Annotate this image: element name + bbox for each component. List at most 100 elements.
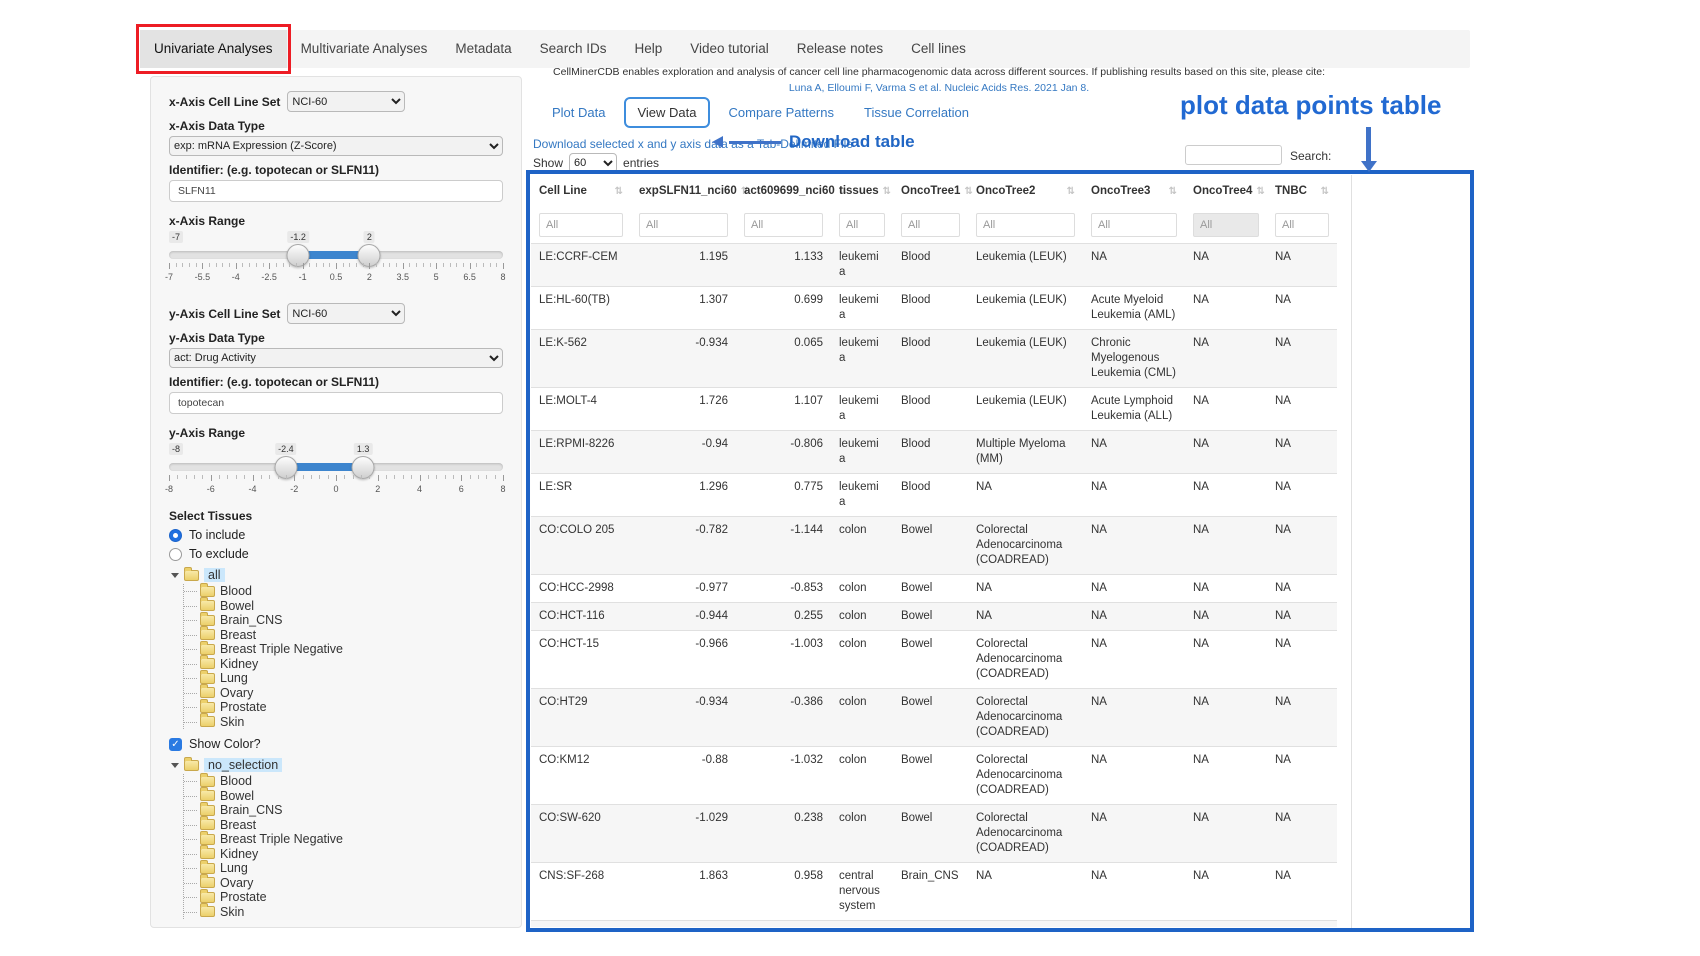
filter-input-oncotree1[interactable] (901, 213, 960, 237)
y-identifier-input[interactable] (169, 392, 503, 414)
col-header-oncotree3[interactable]: OncoTree3 ⇅ (1083, 175, 1185, 207)
tree-item-skin[interactable]: Skin (184, 713, 503, 730)
x-cell-line-set-select[interactable]: NCI-60 (287, 91, 406, 112)
x-identifier-input[interactable] (169, 180, 503, 202)
col-header-oncotree4[interactable]: OncoTree4 ⇅ (1185, 175, 1267, 207)
table-row-cns-sf-295[interactable]: CNS:SF-2951.280.726central nervous syste… (531, 920, 1337, 927)
sort-icon[interactable]: ⇅ (1168, 185, 1177, 197)
nav-item-help[interactable]: Help (634, 41, 663, 56)
show-color-row[interactable]: Show Color? (169, 737, 503, 751)
filter-input-oncotree4[interactable] (1193, 213, 1259, 237)
sort-icon[interactable]: ⇅ (740, 185, 750, 197)
tree-item-lung[interactable]: Lung (184, 669, 503, 686)
tab-plot-data[interactable]: Plot Data (552, 105, 606, 120)
sort-icon[interactable]: ⇅ (1256, 185, 1265, 197)
tree-item-brain-cns[interactable]: Brain_CNS (184, 801, 503, 818)
col-header-act609699-nci60[interactable]: act609699_nci60 ⇅ (736, 175, 847, 207)
tree-item-breast[interactable]: Breast (184, 816, 503, 833)
tree-root-no-selection[interactable]: no_selection (171, 756, 503, 773)
expand-arrow-icon[interactable] (171, 762, 179, 768)
sort-icon[interactable]: ⇅ (1066, 185, 1075, 197)
tree-item-brain-cns[interactable]: Brain_CNS (184, 611, 503, 628)
col-header-cell-line[interactable]: Cell Line ⇅ (531, 175, 631, 207)
tab-compare-patterns[interactable]: Compare Patterns (728, 105, 835, 120)
tree-item-prostate[interactable]: Prostate (184, 888, 503, 905)
slider-handle-high[interactable] (351, 456, 375, 479)
radio-icon-exclude[interactable] (169, 547, 182, 561)
slider-tick (486, 475, 488, 479)
table-row-le-k-562[interactable]: LE:K-562 -0.934 0.065 leukemia Blood Leukemia… (531, 329, 1337, 388)
tab-view-data[interactable]: View Data (624, 97, 710, 128)
tree-item-breast-triple-negative[interactable]: Breast Triple Negative (184, 640, 503, 657)
tree-item-lung[interactable]: Lung (184, 859, 503, 876)
table-row-co-ht29[interactable]: CO:HT29 -0.934 -0.386 colon Bowel Colorectal … (531, 688, 1337, 747)
table-row-co-km12[interactable]: CO:KM12 -0.88 -1.032 colon Bowel Colorectal A… (531, 746, 1337, 805)
tree-item-breast-triple-negative[interactable]: Breast Triple Negative (184, 830, 503, 847)
table-row-cns-sf-268[interactable]: CNS:SF-268 1.863 0.958 central nervous syst… (531, 862, 1337, 921)
radio-to-exclude[interactable]: To exclude (169, 547, 503, 561)
tree-root-label[interactable]: no_selection (204, 758, 283, 772)
table-row-le-sr[interactable]: LE:SR 1.296 0.775 leukemia Blood NA NA NA NA (531, 473, 1337, 517)
table-row-co-sw-620[interactable]: CO:SW-620 -1.029 0.238 colon Bowel Colorectal… (531, 804, 1337, 863)
filter-input-cell-line[interactable] (539, 213, 623, 237)
table-row-co-colo-205[interactable]: CO:COLO 205 -0.782 -1.144 colon Bowel Colorec… (531, 516, 1337, 575)
tree-item-skin[interactable]: Skin (184, 903, 503, 920)
citation-reference-link[interactable]: Luna A, Elloumi F, Varma S et al. Nuclei… (788, 82, 1090, 94)
filter-input-oncotree3[interactable] (1091, 213, 1177, 237)
tree-item-ovary[interactable]: Ovary (184, 684, 503, 701)
y-data-type-select[interactable]: act: Drug Activity (169, 348, 503, 368)
nav-item-release-notes[interactable]: Release notes (796, 41, 884, 56)
filter-input-act609699-nci60[interactable] (744, 213, 823, 237)
tree-item-kidney[interactable]: Kidney (184, 655, 503, 672)
slider-handle-low[interactable] (286, 244, 310, 267)
tree-root-label[interactable]: all (204, 568, 225, 582)
filter-input-tissues[interactable] (839, 213, 885, 237)
tree-item-breast[interactable]: Breast (184, 626, 503, 643)
entries-select[interactable]: 60 (569, 153, 618, 173)
tree-item-blood[interactable]: Blood (184, 582, 503, 599)
col-header-expslfn11-nci60[interactable]: expSLFN11_nci60 ⇅ (631, 175, 749, 207)
tree-item-bowel[interactable]: Bowel (184, 597, 503, 614)
search-input[interactable] (1185, 145, 1282, 165)
tab-tissue-correlation[interactable]: Tissue Correlation (864, 105, 970, 120)
filter-input-tnbc[interactable] (1275, 213, 1329, 237)
tree-item-blood[interactable]: Blood (184, 772, 503, 789)
tree-item-bowel[interactable]: Bowel (184, 787, 503, 804)
x-data-type-select[interactable]: exp: mRNA Expression (Z-Score) (169, 136, 503, 156)
table-row-le-molt-4[interactable]: LE:MOLT-4 1.726 1.107 leukemia Blood Leukemia… (531, 387, 1337, 431)
sort-icon[interactable]: ⇅ (838, 185, 848, 197)
tree-item-prostate[interactable]: Prostate (184, 698, 503, 715)
filter-input-expslfn11-nci60[interactable] (639, 213, 728, 237)
col-header-tissues[interactable]: tissues ⇅ (831, 175, 893, 207)
sort-icon[interactable]: ⇅ (614, 185, 623, 197)
table-row-co-hct-116[interactable]: CO:HCT-116 -0.944 0.255 colon Bowel NA NA NA NA (531, 602, 1337, 631)
expand-arrow-icon[interactable] (171, 572, 179, 578)
x-axis-range-slider[interactable]: -7 -1.2 2 -7 -5.5 -4 -2.5 -1 0.5 2 3.5 5 6.5 8 (165, 231, 506, 287)
radio-to-include[interactable]: To include (169, 528, 503, 542)
sort-icon[interactable]: ⇅ (882, 185, 892, 197)
nav-item-cell-lines[interactable]: Cell lines (911, 41, 966, 56)
y-cell-line-set-select[interactable]: NCI-60 (287, 303, 406, 324)
sort-icon[interactable]: ⇅ (1320, 185, 1329, 197)
tree-root-all[interactable]: all (171, 566, 503, 583)
col-header-oncotree2[interactable]: OncoTree2 ⇅ (968, 175, 1083, 207)
filter-input-oncotree2[interactable] (976, 213, 1075, 237)
table-row-co-hct-15[interactable]: CO:HCT-15 -0.966 -1.003 colon Bowel Colorecta… (531, 630, 1337, 689)
table-row-le-rpmi-8226[interactable]: LE:RPMI-8226 -0.94 -0.806 leukemia Blood Mult… (531, 430, 1337, 474)
col-header-oncotree1[interactable]: OncoTree1 ⇅ (893, 175, 973, 207)
sort-icon[interactable]: ⇅ (964, 185, 973, 197)
nav-item-video-tutorial[interactable]: Video tutorial (690, 41, 769, 56)
radio-icon-include[interactable] (169, 528, 182, 542)
nav-item-metadata[interactable]: Metadata (455, 41, 512, 56)
nav-item-multivariate-analyses[interactable]: Multivariate Analyses (300, 41, 428, 56)
table-row-le-hl-60-tb[interactable]: LE:HL-60(TB) 1.307 0.699 leukemia Blood Leuke… (531, 286, 1337, 330)
table-row-le-ccrf-cem[interactable]: LE:CCRF-CEM 1.195 1.133 leukemia Blood Leukem… (531, 243, 1337, 287)
show-color-checkbox[interactable] (169, 737, 182, 751)
tree-item-kidney[interactable]: Kidney (184, 845, 503, 862)
nav-item-search-ids[interactable]: Search IDs (539, 41, 607, 56)
y-axis-range-slider[interactable]: -8 -2.4 1.3 -8 -6 -4 -2 0 2 4 6 8 (165, 443, 506, 499)
col-header-tnbc[interactable]: TNBC ⇅ (1267, 175, 1337, 207)
nav-item-univariate-analyses[interactable]: Univariate Analyses (136, 24, 291, 74)
table-row-co-hcc-2998[interactable]: CO:HCC-2998 -0.977 -0.853 colon Bowel NA NA NA N… (531, 574, 1337, 603)
tree-item-ovary[interactable]: Ovary (184, 874, 503, 891)
